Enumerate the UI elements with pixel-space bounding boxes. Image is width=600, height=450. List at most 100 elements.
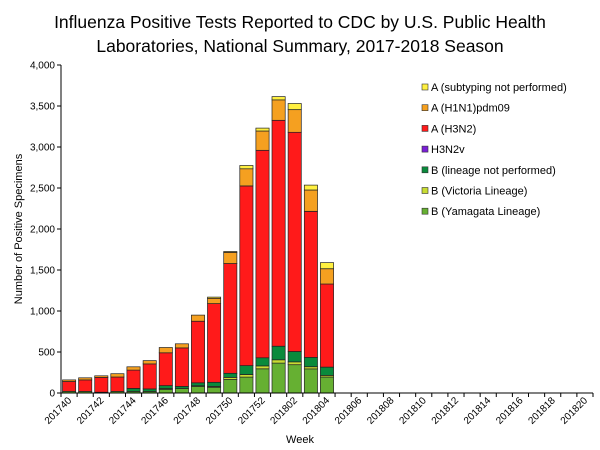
- bar-segment-201748-2: [191, 382, 205, 387]
- legend-item: H3N2v: [431, 144, 465, 156]
- y-tick-label: 2,500: [30, 184, 55, 195]
- bar-segment-201803-2: [303, 356, 318, 368]
- bar-segment-201802-4: [287, 131, 302, 352]
- bar-segment-201750-6: [223, 251, 238, 253]
- legend: A (subtyping not performed) A (H1N1)pdm09…: [421, 82, 567, 218]
- x-tick-label: 201802: [269, 395, 301, 427]
- bar-segment-201752-6: [255, 127, 270, 132]
- x-tick-label: 201752: [236, 395, 268, 427]
- legend-item: B (Victoria Lineage): [431, 186, 527, 198]
- bar-segment-201751-1: [239, 374, 254, 378]
- legend-swatch: [421, 166, 429, 174]
- y-tick-label: 1,000: [30, 307, 55, 318]
- legend-swatch: [421, 104, 429, 111]
- bar-segment-201747-5: [174, 343, 189, 349]
- bar-segment-201752-2: [255, 357, 270, 367]
- x-tick-label: 201818: [526, 395, 558, 427]
- bar-segment-201743-5: [110, 373, 125, 378]
- x-tick-label: 201748: [172, 395, 204, 427]
- bar-segment-201803-1: [303, 366, 318, 370]
- x-tick-label: 201740: [43, 395, 75, 427]
- y-tick-label: 0: [49, 389, 55, 400]
- bar-segment-201752-1: [255, 365, 270, 370]
- bar-segment-201745-4: [142, 363, 157, 390]
- bar-segment-201750-0: [223, 379, 238, 394]
- legend-item: B (lineage not performed): [431, 165, 556, 177]
- bar-segment-201752-0: [255, 368, 270, 394]
- y-axis-label: Number of Positive Specimens: [13, 153, 25, 304]
- bar-segment-201744-2: [126, 388, 141, 392]
- y-tick-label: 4,000: [30, 61, 55, 72]
- bar-segment-201801-5: [271, 99, 286, 121]
- bar-segment-201751-5: [239, 168, 254, 187]
- bar-segment-201751-4: [239, 185, 254, 366]
- bar-segment-201802-6: [287, 103, 302, 110]
- bar-segment-201743-4: [110, 376, 125, 392]
- legend-item: A (subtyping not performed): [431, 82, 567, 94]
- chart-title-line-1: Influenza Positive Tests Reported to CDC…: [54, 12, 546, 32]
- bar-segment-201751-2: [239, 365, 254, 375]
- legend-item: A (H3N2): [431, 123, 476, 135]
- bar-segment-201741-5: [78, 377, 93, 381]
- legend-item: B (Yamagata Lineage): [431, 206, 540, 218]
- bar-segment-201802-2: [287, 351, 302, 363]
- y-tick-label: 1,500: [30, 266, 55, 277]
- bar-segment-201750-2: [223, 372, 238, 378]
- bar-segment-201746-0: [158, 388, 173, 394]
- bar-segment-201740-5: [62, 379, 77, 382]
- bar-segment-201741-4: [78, 379, 93, 392]
- legend-swatch: [421, 83, 429, 91]
- bar-segment-201749-4: [207, 303, 222, 383]
- bar-segment-201804-5: [320, 268, 334, 285]
- x-tick-label: 201742: [75, 395, 107, 427]
- x-tick-label: 201808: [365, 395, 397, 427]
- x-tick-label: 201746: [140, 395, 172, 427]
- x-tick-label: 201816: [494, 395, 526, 427]
- bar-segment-201749-5: [207, 297, 222, 304]
- bar-segment-201747-0: [174, 388, 189, 394]
- bar-segment-201745-2: [142, 388, 157, 392]
- legend-swatch: [421, 187, 429, 194]
- bar-segment-201748-0: [191, 386, 205, 394]
- bar-segment-201804-0: [320, 376, 334, 394]
- bar-segment-201746-2: [158, 385, 173, 389]
- legend-item: A (H1N1)pdm09: [431, 103, 510, 115]
- bar-segment-201749-6: [207, 296, 222, 299]
- y-tick-label: 3,000: [30, 143, 55, 154]
- bar-segment-201750-5: [223, 252, 238, 264]
- x-tick-label: 201814: [462, 395, 494, 427]
- bar-segment-201804-2: [320, 366, 334, 376]
- bar-segment-201801-4: [271, 119, 286, 347]
- bar-segment-201801-1: [271, 359, 286, 364]
- bar-segment-201742-5: [94, 375, 109, 378]
- legend-swatch: [421, 145, 429, 153]
- x-tick-label: 201750: [204, 395, 236, 427]
- y-tick-label: 3,500: [30, 102, 55, 113]
- bar-segment-201752-5: [255, 130, 270, 151]
- bar-segment-201801-2: [271, 345, 286, 361]
- bar-segment-201740-4: [62, 381, 77, 392]
- bar-segment-201746-4: [158, 352, 173, 386]
- bar-segment-201746-5: [158, 347, 173, 354]
- bar-segment-201801-0: [271, 362, 286, 394]
- y-tick-label: 2,000: [30, 225, 55, 236]
- bar-segment-201744-5: [126, 366, 141, 371]
- bar-segment-201750-4: [223, 263, 238, 374]
- bar-segment-201744-4: [126, 369, 141, 389]
- legend-swatch: [421, 207, 429, 215]
- bar-segment-201804-4: [320, 283, 334, 368]
- x-tick-label: 201804: [301, 395, 333, 427]
- bar-segment-201747-4: [174, 347, 189, 387]
- bar-segment-201804-6: [320, 262, 334, 270]
- x-tick-label: 201812: [430, 395, 462, 427]
- bar-segment-201803-5: [303, 189, 318, 212]
- bar-segment-201752-4: [255, 149, 270, 359]
- x-tick-label: 201806: [333, 395, 365, 427]
- bar-segment-201749-2: [207, 381, 222, 387]
- bar-segment-201803-6: [303, 184, 318, 191]
- bar-segment-201742-4: [94, 377, 109, 393]
- bar-segment-201749-0: [207, 386, 222, 394]
- bar-segment-201751-6: [239, 165, 254, 170]
- bar-segment-201802-5: [287, 109, 302, 133]
